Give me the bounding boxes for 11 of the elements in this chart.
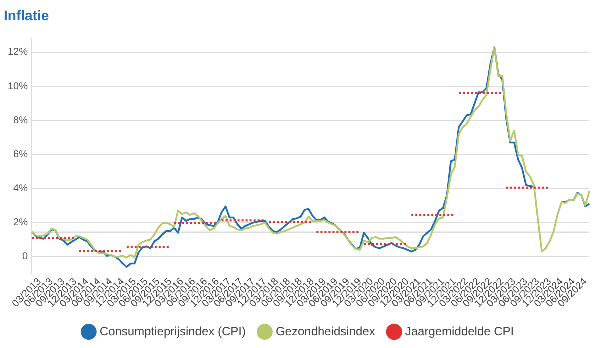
y-tick-label: 2% [14, 218, 28, 229]
y-tick-label: 0 [22, 252, 28, 263]
y-tick-label: 4% [14, 184, 28, 195]
legend-label: Jaargemiddelde CPI [405, 324, 514, 338]
y-tick-label: 12% [8, 47, 28, 58]
legend-label: Gezondheidsindex [276, 324, 376, 338]
y-tick-label: 6% [14, 149, 28, 160]
chart-title: Inflatie [4, 7, 50, 24]
y-tick-label: 8% [14, 115, 28, 126]
legend-label: Consumptieprijsindex (CPI) [100, 324, 246, 338]
y-tick-label: 10% [8, 81, 28, 92]
